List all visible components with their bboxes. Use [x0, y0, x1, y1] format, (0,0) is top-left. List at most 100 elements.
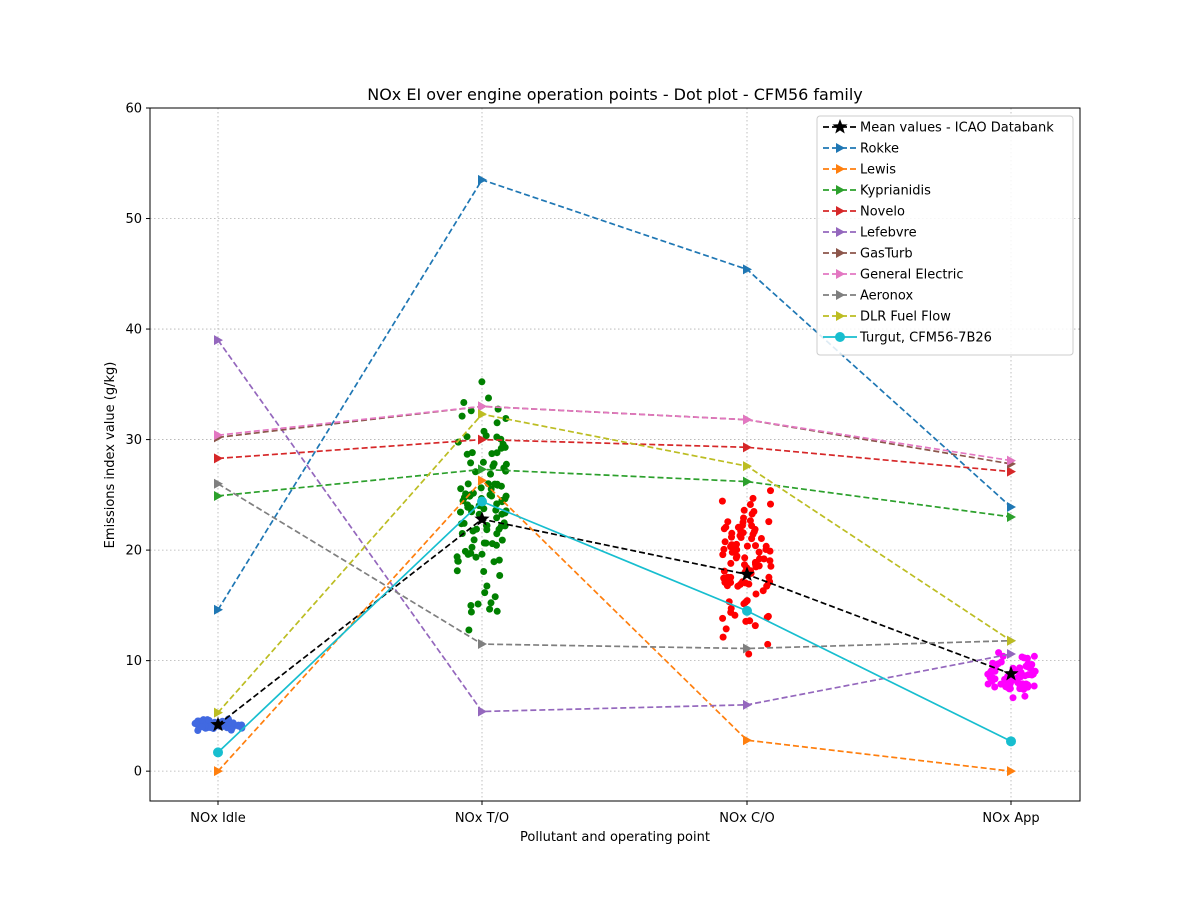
data-dot [765, 579, 773, 587]
data-dot [477, 484, 485, 492]
series-line [217, 438, 1012, 473]
data-point [836, 227, 845, 237]
legend-entry: Kyprianidis [860, 184, 931, 199]
data-point [478, 174, 487, 185]
data-point [214, 490, 223, 501]
data-dot [483, 526, 491, 534]
series [214, 409, 1016, 718]
data-dot [1030, 682, 1038, 690]
data-dot [1021, 692, 1029, 700]
data-dot [493, 449, 501, 457]
data-dot [748, 522, 756, 530]
data-point [836, 311, 845, 321]
data-point [743, 476, 752, 487]
legend-entry: Novelo [860, 205, 905, 220]
data-dot [498, 510, 506, 518]
data-point [743, 643, 752, 654]
series-line [217, 178, 1012, 611]
data-point [1007, 511, 1016, 522]
data-dot [483, 582, 491, 590]
chart-title: NOx EI over engine operation points - Do… [367, 85, 863, 104]
data-dot [751, 622, 759, 630]
data-dot [727, 573, 735, 581]
data-dot [480, 568, 488, 575]
data-dot [991, 683, 999, 691]
data-point [1006, 736, 1016, 747]
x-tick-label: NOx Idle [190, 811, 245, 826]
data-dot [767, 500, 774, 508]
data-dot [720, 545, 728, 553]
data-point [836, 143, 845, 153]
series-lines [210, 174, 1019, 777]
data-dot [1024, 654, 1031, 662]
data-dot [468, 543, 476, 551]
series-line [217, 339, 1012, 713]
legend-box [816, 115, 1074, 356]
data-dot [198, 723, 206, 731]
data-dot [988, 677, 996, 685]
x-tick-label: NOx App [982, 811, 1039, 826]
data-dot [502, 415, 510, 422]
data-point [214, 453, 223, 464]
legend-entry: Aeronox [860, 289, 913, 304]
data-point [742, 605, 752, 616]
data-dot [457, 485, 465, 493]
data-point [743, 264, 752, 275]
data-dot [488, 540, 496, 548]
x-tick-label: NOx T/O [455, 811, 509, 826]
data-point [478, 706, 487, 717]
data-dot [1024, 683, 1032, 691]
data-dot [755, 548, 763, 556]
data-dot [988, 667, 996, 674]
data-dot [486, 605, 494, 613]
data-point [832, 119, 848, 134]
data-dot [467, 459, 475, 467]
series [214, 464, 1016, 522]
data-dot [1025, 671, 1033, 679]
data-dot [719, 551, 727, 559]
legend-entry: Lewis [860, 163, 896, 178]
data-dot [751, 558, 759, 566]
legend-entry: GasTurb [860, 247, 913, 262]
data-dot [467, 602, 475, 609]
data-dot [723, 582, 731, 590]
series-line [217, 468, 1012, 518]
data-point [478, 464, 487, 475]
data-dot [727, 559, 735, 567]
data-dot [497, 482, 505, 490]
data-dot [453, 567, 461, 575]
data-point [474, 511, 490, 526]
data-dot [491, 593, 499, 601]
data-point [478, 401, 487, 412]
series [210, 511, 1019, 732]
data-dot [467, 491, 475, 499]
data-dot [495, 525, 503, 533]
data-dot [750, 528, 758, 536]
data-dot [764, 640, 772, 648]
data-dot [463, 433, 471, 441]
data-dot [736, 580, 744, 588]
y-tick-label: 60 [125, 102, 142, 117]
data-dot [454, 557, 462, 565]
y-tick-label: 30 [125, 433, 142, 448]
data-dot [493, 607, 501, 615]
series [214, 401, 1016, 466]
data-dot [480, 427, 488, 435]
y-tick-label: 20 [125, 544, 142, 559]
series [214, 475, 1016, 777]
data-dot [497, 435, 505, 443]
data-point [836, 290, 845, 300]
data-dot [997, 658, 1005, 666]
legend-entry: Rokke [860, 142, 899, 157]
data-point [1007, 635, 1016, 646]
data-dot [746, 501, 754, 508]
data-dot [1019, 680, 1027, 688]
data-dot [472, 553, 480, 561]
series-line [217, 405, 1012, 462]
plot-frame [149, 107, 1081, 802]
data-dot [765, 573, 773, 581]
data-dot [736, 532, 744, 540]
data-dot [724, 518, 732, 526]
data-dot [732, 554, 740, 562]
data-dot [1013, 674, 1021, 682]
